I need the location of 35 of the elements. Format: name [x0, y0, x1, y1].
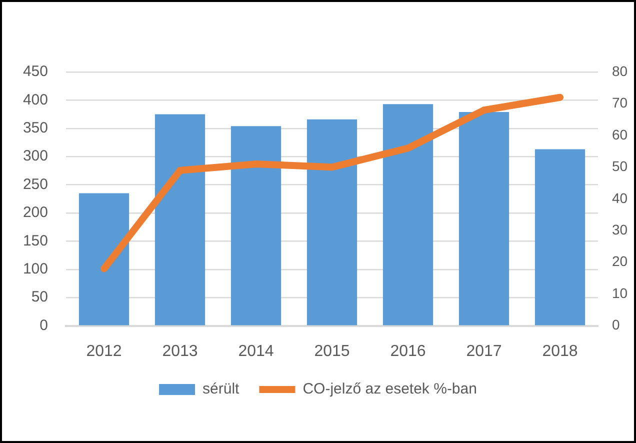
y2-tick-label: 70 [612, 94, 628, 111]
y2-tick-label: 30 [612, 221, 628, 238]
legend-label: sérült [202, 380, 240, 398]
y2-tick-label: 40 [612, 190, 628, 206]
bar [230, 126, 282, 326]
y2-tick-label: 10 [612, 284, 628, 301]
bar [534, 149, 586, 326]
x-tick-label: 2016 [390, 342, 426, 360]
y2-tick-label: 60 [612, 126, 628, 142]
x-tick-label: 2018 [542, 342, 578, 360]
y-tick-label: 400 [22, 91, 48, 108]
bar [458, 112, 510, 326]
x-tick-label: 2014 [238, 342, 274, 360]
y2-tick-label: 50 [612, 158, 628, 174]
x-tick-label: 2017 [466, 342, 502, 360]
bar [78, 193, 130, 326]
y2-tick-label: 80 [612, 62, 628, 79]
y-tick-label: 200 [22, 204, 48, 222]
y-tick-label: 100 [22, 260, 48, 278]
y-tick-label: 50 [31, 288, 48, 306]
y-tick-label: 250 [22, 176, 48, 193]
y-tick-label: 150 [22, 232, 48, 250]
y2-tick-label: 20 [612, 253, 628, 270]
y2-tick-label: 0 [612, 316, 620, 333]
x-tick-label: 2012 [86, 342, 122, 360]
bar [382, 104, 434, 326]
y-tick-label: 300 [22, 148, 48, 165]
y-tick-label: 0 [40, 316, 48, 334]
y-tick-label: 450 [22, 63, 48, 80]
x-tick-label: 2015 [314, 342, 350, 360]
bar [154, 114, 206, 326]
bar [306, 119, 358, 326]
y-tick-label: 350 [22, 120, 48, 137]
x-tick-label: 2013 [162, 342, 198, 360]
legend-label: CO-jelző az esetek %-ban [302, 380, 477, 398]
